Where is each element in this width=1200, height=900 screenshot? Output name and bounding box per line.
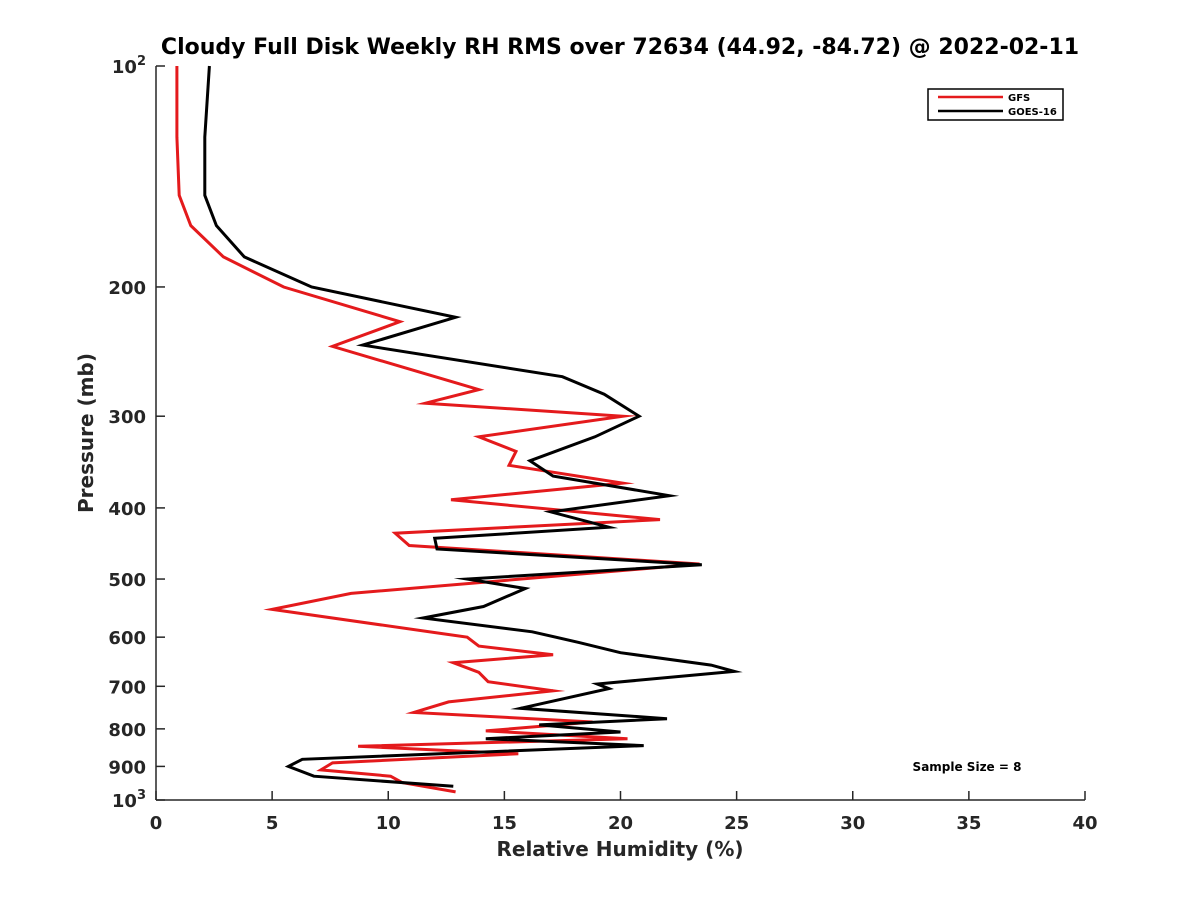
sample-size-annotation: Sample Size = 8 [913, 760, 1022, 774]
plot-area: 0 5 10 15 20 25 30 35 40 102 200 300 400 500 600 700 800… [108, 54, 1097, 834]
x-tick-label: 5 [266, 813, 279, 834]
y-tick-label: 300 [108, 407, 146, 428]
x-tick-label: 30 [840, 813, 865, 834]
legend-label-goes-16: GOES-16 [1008, 107, 1057, 118]
x-tick-label: 15 [492, 813, 517, 834]
y-axis-label: Pressure (mb) [74, 353, 98, 513]
x-tick-label: 20 [608, 813, 633, 834]
x-tick-label: 40 [1072, 813, 1097, 834]
y-tick-label: 102 [112, 54, 146, 78]
series-line-goes-16 [203, 65, 743, 788]
y-tick-label: 600 [108, 628, 146, 649]
y-tick-label: 900 [108, 757, 146, 778]
legend-label-gfs: GFS [1008, 93, 1030, 104]
x-axis-label: Relative Humidity (%) [496, 837, 743, 861]
legend: GFS GOES-16 [927, 88, 1064, 121]
y-tick-label: 800 [108, 720, 146, 741]
x-tick-label: 25 [724, 813, 749, 834]
x-tick-label: 10 [376, 813, 401, 834]
y-tick-label: 500 [108, 570, 146, 591]
x-tick-label: 0 [150, 813, 163, 834]
y-tick-label: 700 [108, 677, 146, 698]
legend-box [927, 88, 1064, 121]
y-tick-label: 400 [108, 499, 146, 520]
chart-title: Cloudy Full Disk Weekly RH RMS over 7263… [161, 35, 1079, 60]
y-tick-label: 200 [108, 278, 146, 299]
x-tick-label: 35 [956, 813, 981, 834]
y-tick-label: 103 [112, 788, 146, 812]
